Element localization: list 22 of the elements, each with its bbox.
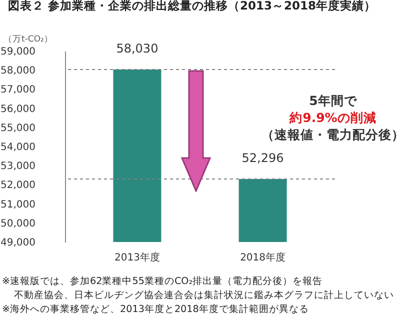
y-tick-label: 51,000 — [0, 199, 36, 210]
y-tick-label: 54,000 — [0, 142, 36, 153]
annotation: （速報値・電力配分後） — [260, 126, 406, 143]
annotation: 5年間で — [308, 92, 358, 109]
y-tick-label: 56,000 — [0, 104, 36, 115]
y-tick-label: 50,000 — [0, 218, 36, 230]
y-tick-label: 49,000 — [0, 238, 36, 248]
y-tick-label: 59,000 — [0, 46, 36, 58]
x-tick-label: 2018年度 — [240, 252, 286, 264]
data-label: 58,030 — [116, 42, 158, 56]
y-tick-label: 53,000 — [0, 161, 36, 172]
x-tick-label: 2013年度 — [114, 252, 160, 264]
text: ※速報版では、参加62業種中55業種のCO₂排出量（電力配分後）を報告 — [2, 275, 324, 289]
annotation: 約9.9%の削減 — [288, 109, 378, 126]
y-axis-title: （万t-CO₂） — [4, 34, 53, 44]
text: ※海外への事業移管など、2013年度と2018年度で集計範囲が異なる — [2, 303, 310, 317]
y-tick-label: 55,000 — [0, 122, 36, 134]
y-tick-label: 52,000 — [0, 180, 36, 192]
data-label: 52,296 — [242, 151, 284, 166]
text: 不動産協会、日本ビルヂング協会連合会は集計状況に鑑み本グラフに計上していない — [13, 289, 394, 303]
y-tick-label: 58,000 — [0, 66, 36, 77]
y-tick-label: 57,000 — [0, 84, 36, 96]
